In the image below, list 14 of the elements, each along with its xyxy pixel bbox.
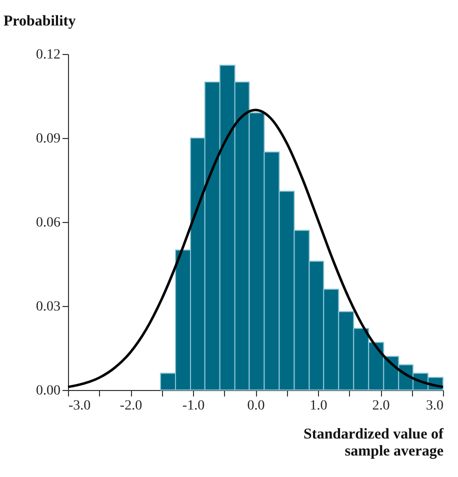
y-tick-label: 0.12 — [36, 48, 60, 62]
x-axis-title: Standardized value of sample average — [303, 426, 444, 460]
x-tick-label: 2.0 — [372, 398, 390, 414]
x-tick-label: 1.0 — [310, 398, 328, 414]
x-tick-label: -1.0 — [182, 398, 205, 414]
y-tick-label: 0.06 — [36, 216, 60, 230]
x-tick-label: 3.0 — [426, 398, 444, 414]
y-tick-label: 0.03 — [36, 300, 60, 314]
x-tick-label: 0.0 — [247, 398, 265, 414]
x-tick-label: -3.0 — [68, 398, 91, 414]
y-tick-label: 0.00 — [36, 384, 60, 398]
y-tick-label: 0.09 — [36, 132, 60, 146]
x-tick-label: -2.0 — [120, 398, 142, 414]
y-axis-title: Probability — [4, 14, 76, 30]
